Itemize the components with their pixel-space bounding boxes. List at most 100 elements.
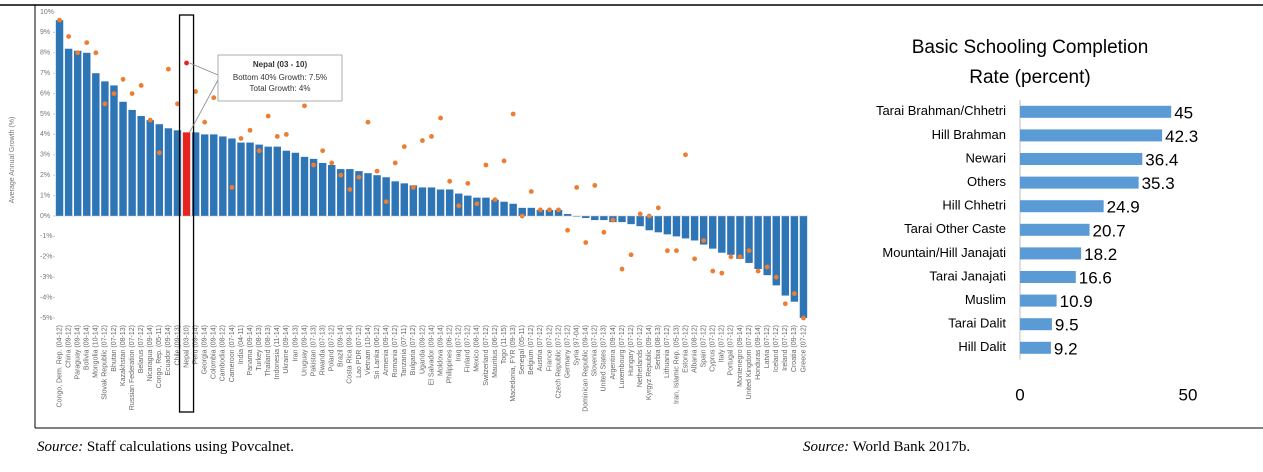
x-tick-label: Belarus (07-12) (138, 325, 145, 373)
bar (64, 48, 73, 216)
x-tick-label: Macedonia, FYR (09-13) (510, 325, 517, 402)
dot (719, 270, 725, 276)
value-label: 18.2 (1084, 245, 1117, 264)
dot (773, 274, 779, 280)
dot (193, 89, 199, 94)
y-tick-label: 1% (40, 192, 50, 199)
dot (764, 264, 770, 270)
bar (101, 81, 109, 216)
dot (129, 91, 135, 96)
dot (120, 76, 126, 82)
bar (491, 199, 499, 216)
dot (637, 211, 643, 217)
dot (737, 254, 743, 260)
source-text: Staff calculations using Povcalnet. (87, 439, 294, 455)
dot (247, 127, 253, 133)
y-tick-label: Tarai Other Caste (904, 221, 1006, 236)
dot (447, 178, 453, 184)
bar (772, 216, 780, 286)
bar (636, 216, 644, 227)
x-tick-label: Moldova (09-14) (437, 325, 444, 376)
dot (692, 256, 697, 262)
y-tick-label: Hill Brahman (932, 127, 1006, 142)
x-tick-label: Mongolia (10-14) (93, 325, 100, 378)
bar (518, 207, 526, 216)
dot (274, 134, 280, 139)
bar (672, 216, 681, 237)
x-tick-label: Dominican Republic (09-14) (583, 325, 590, 412)
source-note: Source: World Bank 2017b. (803, 439, 970, 455)
bar (291, 152, 300, 216)
bar (382, 177, 390, 216)
bar (1020, 176, 1139, 189)
x-tick-label: Uganda (09-12) (419, 325, 426, 374)
x-tick-label: Spain (07-12) (701, 325, 708, 367)
dot (565, 227, 570, 233)
bar (645, 216, 653, 231)
x-tick-label: Argentina (09-14) (610, 325, 617, 379)
x-tick-label: Panama (09-14) (247, 325, 254, 376)
bar (727, 216, 735, 255)
dot (755, 268, 761, 274)
bar (327, 165, 336, 216)
dot (302, 103, 307, 109)
bar (182, 132, 191, 216)
x-tick-label: Chile (09-13) (174, 325, 181, 365)
x-tick-label: India (04-11) (238, 325, 245, 364)
bar (409, 185, 418, 216)
value-label: 10.9 (1060, 292, 1093, 311)
dot (592, 183, 598, 188)
y-tick-label: 2% (40, 172, 50, 179)
dot (75, 50, 81, 56)
dot (456, 203, 462, 209)
dot (701, 238, 707, 243)
highlight-box (178, 14, 195, 413)
dot (420, 138, 425, 143)
dot (710, 268, 716, 274)
bar (119, 101, 127, 216)
bar (591, 216, 599, 221)
dot (320, 148, 326, 154)
dot (610, 217, 616, 223)
y-tick-label: Mountain/Hill Janajati (882, 245, 1006, 260)
x-tick-label: Honduras (09-14) (755, 325, 762, 380)
value-label: 35.3 (1142, 174, 1175, 193)
bar (781, 216, 790, 296)
bar (264, 146, 272, 216)
dot (93, 50, 99, 56)
bar (1020, 318, 1052, 331)
x-tick-label: Congo, Rep. (05-11) (156, 325, 163, 388)
x-tick-label: United Kingdom (07-12) (746, 325, 753, 399)
bar (654, 216, 663, 233)
bar (155, 124, 164, 216)
annotation-text: Total Growth: 4% (250, 84, 311, 93)
dot (746, 248, 752, 254)
bar (745, 216, 753, 263)
x-tick-label: Senegal (05-11) (519, 325, 526, 375)
x-tick-label: Luxembourg (07-12) (619, 325, 626, 388)
chart-title: Basic Schooling Completion Rate (percent… (911, 37, 1149, 88)
dot (728, 254, 734, 260)
bar (282, 150, 291, 216)
x-tick-label: Estonia (07-12) (682, 325, 689, 373)
bar (73, 50, 82, 217)
dot (410, 185, 416, 190)
value-label: 24.9 (1107, 198, 1140, 217)
dot (365, 119, 371, 125)
x-tick-label: Rwanda (07-13) (319, 325, 326, 375)
dot (801, 315, 806, 321)
y-tick-label: -2% (40, 254, 52, 261)
x-tick-label: Cyprus (07-12) (710, 325, 717, 372)
dot (438, 115, 443, 121)
annotation-text: Bottom 40% Growth: 7.5% (233, 73, 327, 82)
x-tick-label: France (07-12) (546, 325, 553, 371)
x-tick-label: Portugal (07-12) (728, 325, 735, 376)
y-tick-label: Hill Dalit (958, 339, 1006, 354)
x-tick-label: Mexico (08-14) (474, 325, 481, 372)
x-tick-label: Nicaragua (09-14) (147, 325, 154, 381)
dot (256, 148, 262, 154)
x-tick-label: Iceland (07-12) (773, 325, 780, 372)
annotation-box (217, 54, 343, 102)
y-tick-label: 9% (40, 29, 50, 36)
